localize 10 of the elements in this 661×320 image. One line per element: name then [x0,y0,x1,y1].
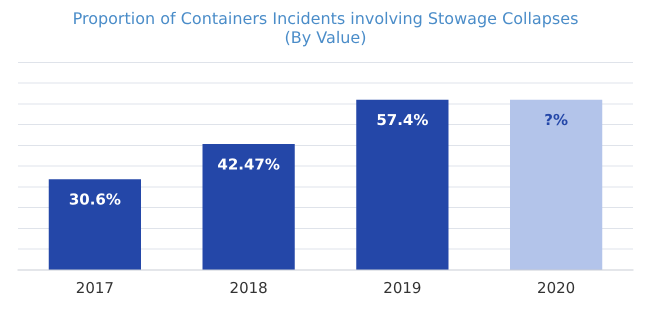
x-tick-label: 2020 [537,278,576,297]
chart-subtitle: (By Value) [284,28,366,47]
data-label: 42.47% [217,155,280,174]
chart-title: Proportion of Containers Incidents involving Stowage Collapses [72,8,578,28]
x-tick-label: 2019 [383,278,422,297]
data-label: ?% [544,111,568,130]
x-tick-label: 2018 [230,278,268,297]
x-tick-label: 2017 [76,278,114,297]
data-label: 57.4% [376,111,428,130]
data-label: 30.6% [68,190,121,209]
